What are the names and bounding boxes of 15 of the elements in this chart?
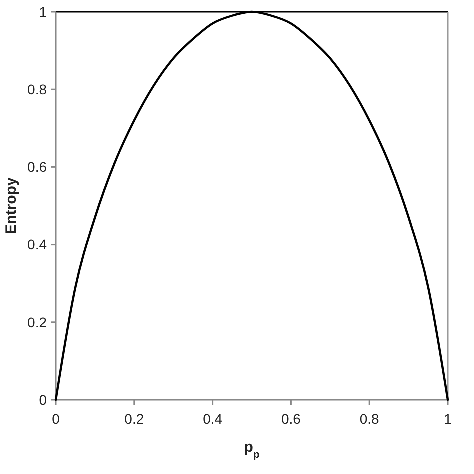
x-tick-label: 0.4 <box>203 411 223 427</box>
y-tick-label: 0.6 <box>28 159 48 176</box>
x-axis-title: p$_{p}$ <box>244 439 260 461</box>
y-tick-label: 0.8 <box>28 82 48 98</box>
x-tick-label: 0.8 <box>360 411 380 427</box>
y-tick-label: 1 <box>39 4 48 20</box>
x-tick-label: 0.2 <box>124 411 144 427</box>
y-tick-label: 0 <box>39 392 48 408</box>
x-tick-label: 0.6 <box>281 411 302 427</box>
y-tick-label: 0.4 <box>28 236 48 253</box>
y-axis-title: Entropy <box>3 177 20 234</box>
line-series <box>54 10 450 402</box>
y-tick-label: 0.2 <box>28 314 48 330</box>
x-tick-label: 0 <box>52 411 60 427</box>
x-tick-label: 1 <box>444 411 452 427</box>
